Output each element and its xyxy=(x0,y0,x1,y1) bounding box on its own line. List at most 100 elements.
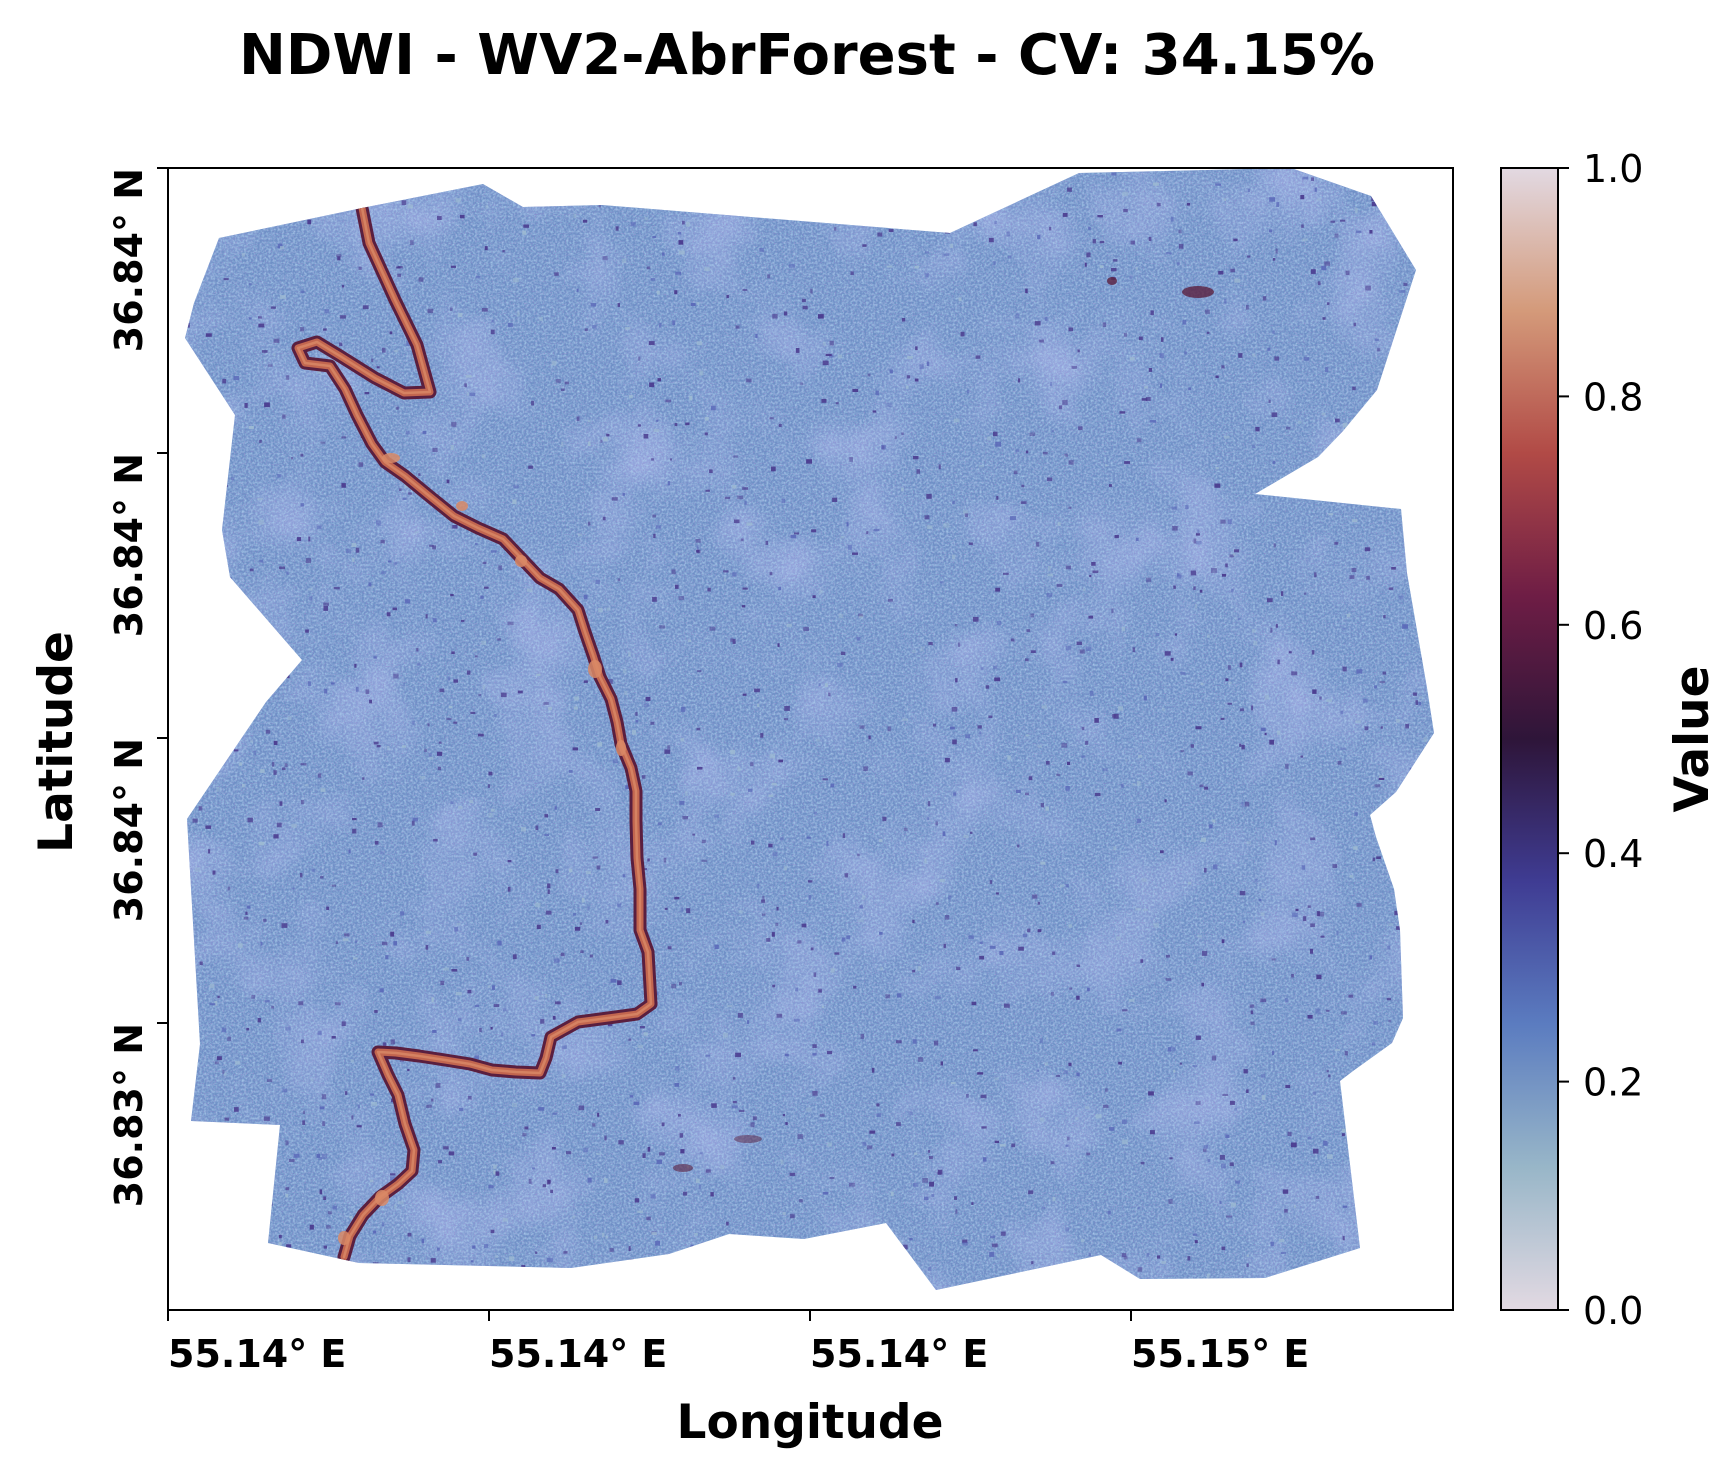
raster-speckle xyxy=(552,1015,556,1020)
raster-speckle xyxy=(279,566,285,570)
raster-speckle xyxy=(248,317,252,320)
raster-speckle xyxy=(1318,912,1324,917)
raster-speckle xyxy=(352,818,357,821)
raster-speckle xyxy=(1252,445,1255,448)
raster-speckle xyxy=(335,1002,341,1006)
raster-speckle xyxy=(586,871,591,875)
raster-speckle xyxy=(992,1243,998,1248)
raster-speckle xyxy=(954,1196,957,1200)
raster-speckle xyxy=(484,586,489,589)
raster-speckle xyxy=(467,1095,472,1100)
y-tick-label: 36.83° N xyxy=(107,1023,151,1207)
raster-speckle xyxy=(606,607,611,611)
raster-speckle xyxy=(1199,784,1204,788)
raster-speckle xyxy=(1075,1117,1079,1120)
raster-speckle xyxy=(797,1134,804,1139)
raster-speckle xyxy=(818,314,824,319)
raster-speckle xyxy=(995,441,1001,447)
raster-speckle xyxy=(914,265,919,269)
raster-speckle xyxy=(857,853,860,857)
raster-speckle xyxy=(963,834,969,838)
raster-speckle xyxy=(1310,269,1316,274)
raster-speckle xyxy=(440,980,445,986)
raster-speckle xyxy=(794,532,799,535)
raster-speckle xyxy=(637,1210,643,1213)
raster-speckle xyxy=(466,392,470,396)
raster-speckle xyxy=(1187,882,1192,885)
raster-speckle xyxy=(1341,1128,1347,1133)
raster-speckle xyxy=(397,273,402,277)
raster-speckle xyxy=(1076,964,1081,967)
raster-speckle xyxy=(517,690,523,694)
raster-speckle xyxy=(450,307,453,312)
raster-speckle xyxy=(686,221,690,227)
raster-speckle xyxy=(1374,784,1381,788)
raster-speckle xyxy=(1254,879,1258,882)
raster-speckle xyxy=(1303,916,1307,922)
raster-speckle xyxy=(1190,744,1194,748)
raster-speckle xyxy=(1286,426,1291,430)
raster-speckle xyxy=(309,1224,314,1230)
raster-speckle xyxy=(1285,1084,1291,1088)
raster-speckle xyxy=(286,375,290,380)
raster-speckle xyxy=(298,1001,304,1006)
raster-speckle xyxy=(1146,1253,1150,1258)
raster-speckle xyxy=(284,763,288,767)
raster-speckle xyxy=(837,354,843,359)
raster-speckle xyxy=(789,1214,795,1219)
raster-speckle xyxy=(432,618,437,623)
raster-speckle xyxy=(214,1061,219,1065)
raster-speckle xyxy=(858,613,863,617)
raster-speckle xyxy=(572,1215,576,1219)
raster-speckle xyxy=(1222,1093,1229,1096)
raster-speckle xyxy=(1030,613,1034,618)
raster-speckle xyxy=(724,496,731,500)
raster-speckle xyxy=(876,1113,882,1117)
raster-speckle xyxy=(522,230,527,235)
raster-speckle xyxy=(1382,671,1386,675)
raster-speckle xyxy=(757,884,760,889)
raster-speckle xyxy=(587,441,591,446)
raster-speckle xyxy=(1095,1114,1102,1119)
raster-speckle xyxy=(513,485,519,489)
raster-speckle xyxy=(922,1178,928,1183)
raster-speckle xyxy=(924,251,929,254)
raster-speckle xyxy=(913,1183,918,1187)
raster-speckle xyxy=(813,812,817,815)
raster-speckle xyxy=(276,474,282,478)
raster-speckle xyxy=(742,693,747,696)
raster-speckle xyxy=(796,348,800,353)
raster-speckle xyxy=(678,240,684,245)
raster-speckle xyxy=(1309,948,1314,954)
raster-speckle xyxy=(1040,861,1046,865)
raster-speckle xyxy=(726,1221,729,1226)
raster-speckle xyxy=(512,499,517,505)
raster-speckle xyxy=(794,1018,800,1022)
raster-speckle xyxy=(680,907,683,912)
raster-speckle xyxy=(368,585,374,589)
raster-speckle xyxy=(850,271,854,275)
raster-speckle xyxy=(1160,850,1164,854)
raster-speckle xyxy=(875,390,879,396)
raster-speckle xyxy=(209,983,215,989)
raster-speckle xyxy=(680,707,686,712)
raster-speckle xyxy=(1171,506,1177,510)
raster-speckle xyxy=(587,906,590,911)
raster-speckle xyxy=(1345,270,1350,276)
raster-speckle xyxy=(795,987,798,992)
raster-speckle xyxy=(316,1153,321,1158)
raster-speckle xyxy=(695,539,701,543)
raster-speckle xyxy=(554,806,557,810)
raster-speckle xyxy=(377,822,383,828)
raster-speckle xyxy=(1166,252,1172,255)
raster-speckle xyxy=(412,817,418,822)
raster-speckle xyxy=(446,479,450,484)
raster-speckle xyxy=(561,1074,566,1078)
raster-speckle xyxy=(1281,1251,1287,1254)
raster-speckle xyxy=(1129,275,1133,279)
raster-speckle xyxy=(924,1196,929,1200)
raster-speckle xyxy=(1037,902,1040,905)
raster-speckle xyxy=(750,1122,755,1128)
raster-speckle xyxy=(478,693,482,696)
raster-speckle xyxy=(418,473,421,476)
